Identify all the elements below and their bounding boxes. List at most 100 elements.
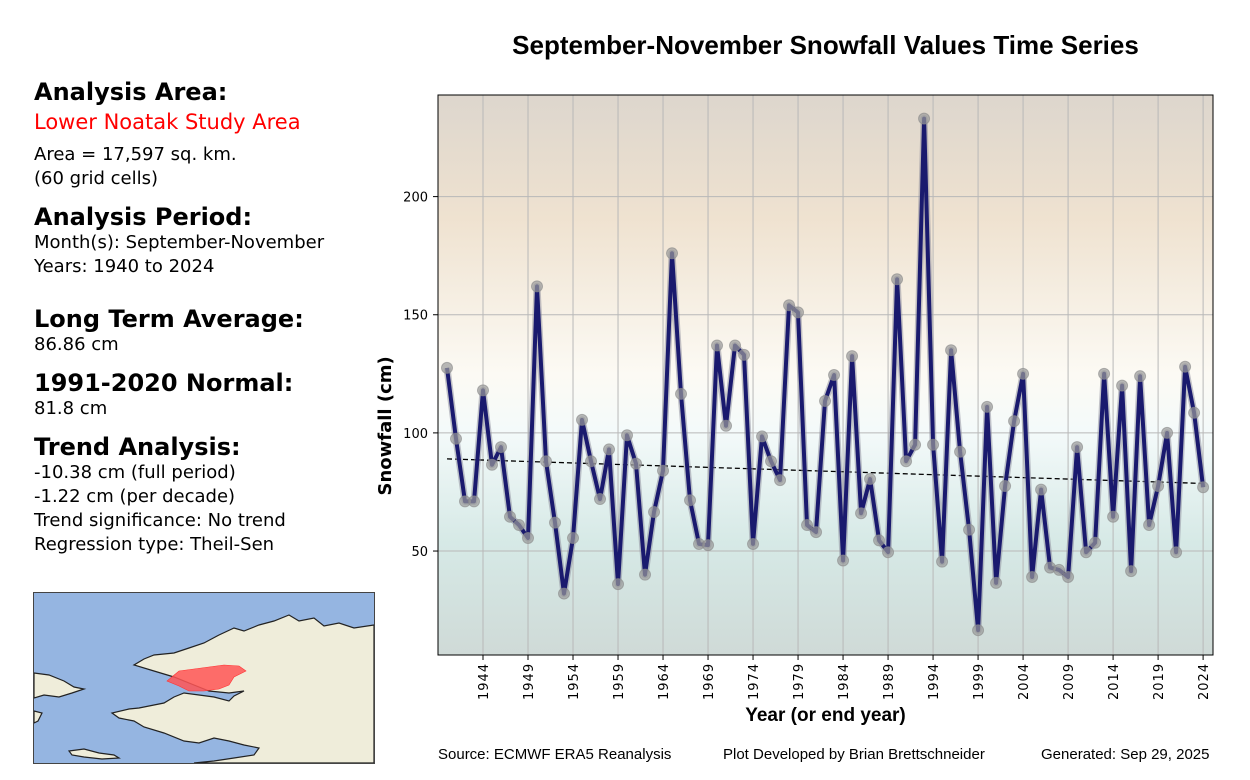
x-tick-label: 1959 (612, 663, 627, 700)
data-point (1143, 519, 1156, 532)
data-point (963, 523, 976, 536)
data-point (783, 299, 796, 312)
data-point (1197, 481, 1210, 494)
data-point (495, 441, 508, 454)
data-point (738, 348, 751, 361)
data-point (639, 568, 652, 581)
data-point (873, 534, 886, 547)
normal-value: 81.8 cm (34, 398, 108, 419)
data-point (585, 455, 598, 468)
y-tick-label: 200 (403, 191, 428, 206)
x-axis-label: Year (or end year) (745, 705, 906, 726)
data-point (720, 419, 733, 432)
data-point (1026, 571, 1039, 584)
data-point (819, 394, 832, 407)
data-point (1125, 565, 1138, 578)
data-point (999, 480, 1012, 493)
data-point (1107, 510, 1120, 523)
long-term-average-header: Long Term Average: (34, 305, 304, 333)
data-point (1017, 367, 1030, 380)
grid-cells: (60 grid cells) (34, 168, 158, 189)
x-tick-label: 1964 (657, 663, 672, 700)
x-tick-label: 2009 (1062, 663, 1077, 700)
x-tick-label: 1989 (882, 663, 897, 700)
data-point (1116, 379, 1129, 392)
data-point (1170, 546, 1183, 559)
data-point (504, 510, 517, 523)
data-point (1152, 480, 1165, 493)
data-point (729, 339, 742, 352)
data-point (900, 455, 913, 468)
data-point (810, 526, 823, 539)
series-group (441, 112, 1210, 637)
data-point (909, 438, 922, 451)
trend-per-decade: -1.22 cm (per decade) (34, 486, 236, 507)
data-point (891, 273, 904, 286)
data-point (612, 578, 625, 591)
x-tick-label: 2019 (1152, 663, 1167, 700)
data-point (648, 506, 661, 519)
y-tick-label: 150 (403, 309, 428, 324)
data-point (1071, 441, 1084, 454)
footer-developer: Plot Developed by Brian Brettschneider (723, 746, 985, 763)
x-tick-label: 1954 (567, 663, 582, 700)
x-axis-ticks: 1944 1949 1954 1959 1964 1969 1974 1979 1984 1989… (477, 655, 1212, 700)
map-land-mainland (110, 614, 374, 763)
data-point (711, 339, 724, 352)
data-point (882, 546, 895, 559)
map-land-island (67, 748, 121, 760)
trend-line (446, 458, 1204, 485)
data-point (864, 472, 877, 485)
data-point (531, 280, 544, 293)
data-point (837, 554, 850, 567)
data-point (828, 369, 841, 381)
x-tick-label: 1949 (522, 663, 537, 700)
x-tick-label: 1999 (972, 663, 987, 700)
x-tick-label: 1994 (927, 663, 942, 700)
data-point (1134, 370, 1147, 383)
analysis-period-header: Analysis Period: (34, 203, 253, 231)
map-land-south-west (34, 710, 43, 724)
chart-title: September-November Snowfall Values Time … (512, 30, 1139, 60)
months: Month(s): September-November (34, 232, 325, 253)
data-point (549, 516, 562, 529)
study-area-map (33, 592, 375, 764)
data-point (990, 576, 1003, 589)
data-point (558, 587, 571, 600)
x-tick-label: 1984 (837, 663, 852, 700)
data-point (477, 384, 490, 397)
data-point (1080, 546, 1093, 559)
area-size: Area = 17,597 sq. km. (34, 144, 237, 165)
data-point (675, 387, 688, 400)
data-point (1062, 571, 1075, 584)
data-point (657, 464, 670, 477)
plot-background (438, 95, 1213, 655)
data-point (666, 247, 679, 260)
data-point (1098, 367, 1111, 380)
data-point (603, 443, 616, 456)
x-tick-label: 1969 (702, 663, 717, 700)
data-point (486, 458, 499, 471)
data-point (450, 432, 463, 445)
data-point (774, 474, 787, 487)
data-point (441, 361, 454, 374)
data-point (576, 413, 589, 426)
data-point (981, 400, 994, 413)
x-tick-label: 2014 (1107, 663, 1122, 700)
y-axis-label: Snowfall (cm) (375, 356, 396, 495)
data-point (918, 112, 931, 125)
x-tick-label: 1944 (477, 663, 492, 700)
plot-frame (437, 94, 1214, 656)
long-term-average-value: 86.86 cm (34, 334, 119, 355)
data-point (954, 445, 967, 458)
data-point (540, 455, 553, 468)
data-point (1089, 536, 1102, 549)
x-tick-label: 1974 (747, 663, 762, 700)
footer-source: Source: ECMWF ERA5 Reanalysis (438, 746, 672, 763)
data-point (513, 519, 526, 532)
data-point (1008, 415, 1021, 428)
data-point (936, 555, 949, 568)
data-point (756, 430, 769, 443)
data-point (846, 350, 859, 363)
